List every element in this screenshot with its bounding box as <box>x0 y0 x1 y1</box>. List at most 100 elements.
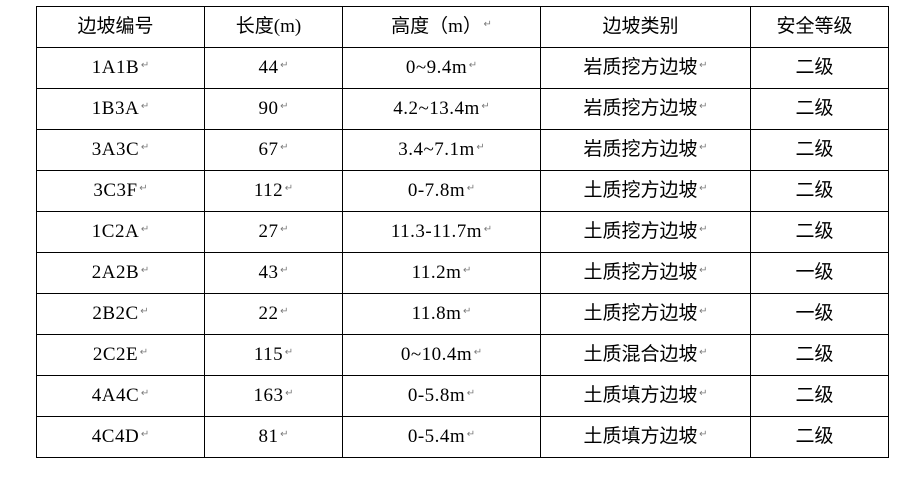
cell-slope-id: 3A3C ↵ <box>36 129 205 171</box>
cell-category: 岩质挖方边坡 ↵ <box>540 88 751 130</box>
paragraph-mark-icon: ↵ <box>280 100 289 112</box>
cell-length: 90 ↵ <box>204 88 343 130</box>
paragraph-mark-icon: ↵ <box>699 182 708 194</box>
cell-safety-grade: 二级 <box>750 211 889 253</box>
cell-slope-id: 3C3F ↵ <box>36 170 205 212</box>
cell-safety-grade: 二级 <box>750 129 889 171</box>
table-row: 1B3A ↵ 90 ↵ 4.2~13.4m ↵ 岩质挖方边坡 ↵ 二级 <box>36 88 889 130</box>
cell-safety-grade: 二级 <box>750 334 889 376</box>
cell-category: 土质挖方边坡 ↵ <box>540 293 751 335</box>
paragraph-mark-icon: ↵ <box>699 223 708 235</box>
cell-length: 67 ↵ <box>204 129 343 171</box>
paragraph-mark-icon: ↵ <box>468 59 478 71</box>
paragraph-mark-icon: ↵ <box>699 346 708 358</box>
paragraph-mark-icon: ↵ <box>483 223 493 235</box>
cell-category: 土质挖方边坡 ↵ <box>540 211 751 253</box>
slope-summary-table: 边坡编号 长度(m) 高度（m） ↵ 边坡类别 安全等级 1A1B ↵ 44 ↵ 0~ <box>36 6 889 458</box>
paragraph-mark-icon: ↵ <box>280 264 289 276</box>
paragraph-mark-icon: ↵ <box>483 18 492 30</box>
cell-category: 土质挖方边坡 ↵ <box>540 170 751 212</box>
paragraph-mark-icon: ↵ <box>463 305 472 317</box>
cell-height: 4.2~13.4m ↵ <box>342 88 541 130</box>
table-row: 4A4C ↵ 163 ↵ 0-5.8m ↵ 土质填方边坡 ↵ 二级 <box>36 375 889 417</box>
paragraph-mark-icon: ↵ <box>139 346 149 358</box>
paragraph-mark-icon: ↵ <box>473 346 483 358</box>
cell-height: 11.3-11.7m ↵ <box>342 211 541 253</box>
cell-length: 163 ↵ <box>204 375 343 417</box>
paragraph-mark-icon: ↵ <box>280 305 289 317</box>
paragraph-mark-icon: ↵ <box>466 387 476 399</box>
paragraph-mark-icon: ↵ <box>280 141 289 153</box>
cell-safety-grade: 二级 <box>750 47 889 89</box>
cell-height: 11.2m ↵ <box>342 252 541 294</box>
cell-slope-id: 1B3A ↵ <box>36 88 205 130</box>
paragraph-mark-icon: ↵ <box>140 223 150 235</box>
column-header-category-label: 边坡类别 <box>602 15 679 37</box>
cell-height: 0~10.4m ↵ <box>342 334 541 376</box>
paragraph-mark-icon: ↵ <box>140 264 150 276</box>
cell-slope-id: 4C4D ↵ <box>36 416 205 458</box>
table-row: 1A1B ↵ 44 ↵ 0~9.4m ↵ 岩质挖方边坡 ↵ 二级 <box>36 47 889 89</box>
cell-category: 土质填方边坡 ↵ <box>540 375 751 417</box>
table-row: 2C2E ↵ 115 ↵ 0~10.4m ↵ 土质混合边坡 ↵ 二级 <box>36 334 889 376</box>
cell-length: 43 ↵ <box>204 252 343 294</box>
cell-safety-grade: 一级 <box>750 293 889 335</box>
paragraph-mark-icon: ↵ <box>280 428 289 440</box>
cell-category: 土质混合边坡 ↵ <box>540 334 751 376</box>
paragraph-mark-icon: ↵ <box>140 59 150 71</box>
column-header-height-label: 高度（m） <box>391 15 482 37</box>
table-row: 3A3C ↵ 67 ↵ 3.4~7.1m ↵ 岩质挖方边坡 ↵ 二级 <box>36 129 889 171</box>
cell-slope-id: 1C2A ↵ <box>36 211 205 253</box>
paragraph-mark-icon: ↵ <box>699 59 708 71</box>
cell-category: 土质挖方边坡 ↵ <box>540 252 751 294</box>
cell-height: 0-5.4m ↵ <box>342 416 541 458</box>
paragraph-mark-icon: ↵ <box>699 264 708 276</box>
paragraph-mark-icon: ↵ <box>280 223 289 235</box>
paragraph-mark-icon: ↵ <box>139 182 148 194</box>
paragraph-mark-icon: ↵ <box>140 428 150 440</box>
cell-length: 44 ↵ <box>204 47 343 89</box>
cell-height: 11.8m ↵ <box>342 293 541 335</box>
paragraph-mark-icon: ↵ <box>476 141 485 153</box>
paragraph-mark-icon: ↵ <box>466 182 476 194</box>
cell-safety-grade: 二级 <box>750 416 889 458</box>
column-header-slope-id-label: 边坡编号 <box>77 15 154 37</box>
cell-height: 0-7.8m ↵ <box>342 170 541 212</box>
cell-length: 112 ↵ <box>204 170 343 212</box>
column-header-category: 边坡类别 <box>540 6 751 48</box>
cell-safety-grade: 二级 <box>750 375 889 417</box>
paragraph-mark-icon: ↵ <box>463 264 472 276</box>
cell-slope-id: 2A2B ↵ <box>36 252 205 294</box>
column-header-slope-id: 边坡编号 <box>36 6 205 48</box>
cell-length: 81 ↵ <box>204 416 343 458</box>
cell-slope-id: 2B2C ↵ <box>36 293 205 335</box>
column-header-safety-grade-label: 安全等级 <box>776 15 853 37</box>
paragraph-mark-icon: ↵ <box>699 100 708 112</box>
cell-safety-grade: 二级 <box>750 170 889 212</box>
column-header-height: 高度（m） ↵ <box>342 6 541 48</box>
paragraph-mark-icon: ↵ <box>285 387 294 399</box>
table-row: 2B2C ↵ 22 ↵ 11.8m ↵ 土质挖方边坡 ↵ 一级 <box>36 293 889 335</box>
table-header-row: 边坡编号 长度(m) 高度（m） ↵ 边坡类别 安全等级 <box>36 6 889 48</box>
column-header-length-label: 长度(m) <box>235 15 302 37</box>
paragraph-mark-icon: ↵ <box>699 305 708 317</box>
paragraph-mark-icon: ↵ <box>140 387 150 399</box>
table-row: 3C3F ↵ 112 ↵ 0-7.8m ↵ 土质挖方边坡 ↵ 二级 <box>36 170 889 212</box>
cell-length: 115 ↵ <box>204 334 343 376</box>
column-header-safety-grade: 安全等级 <box>750 6 889 48</box>
paragraph-mark-icon: ↵ <box>140 305 149 317</box>
cell-slope-id: 1A1B ↵ <box>36 47 205 89</box>
paragraph-mark-icon: ↵ <box>481 100 490 112</box>
cell-category: 岩质挖方边坡 ↵ <box>540 47 751 89</box>
paragraph-mark-icon: ↵ <box>140 141 150 153</box>
paragraph-mark-icon: ↵ <box>699 141 708 153</box>
paragraph-mark-icon: ↵ <box>699 387 708 399</box>
cell-safety-grade: 二级 <box>750 88 889 130</box>
paragraph-mark-icon: ↵ <box>284 182 294 194</box>
paragraph-mark-icon: ↵ <box>466 428 476 440</box>
table-row: 1C2A ↵ 27 ↵ 11.3-11.7m ↵ 土质挖方边坡 ↵ 二级 <box>36 211 889 253</box>
cell-slope-id: 2C2E ↵ <box>36 334 205 376</box>
cell-height: 0~9.4m ↵ <box>342 47 541 89</box>
paragraph-mark-icon: ↵ <box>699 428 708 440</box>
